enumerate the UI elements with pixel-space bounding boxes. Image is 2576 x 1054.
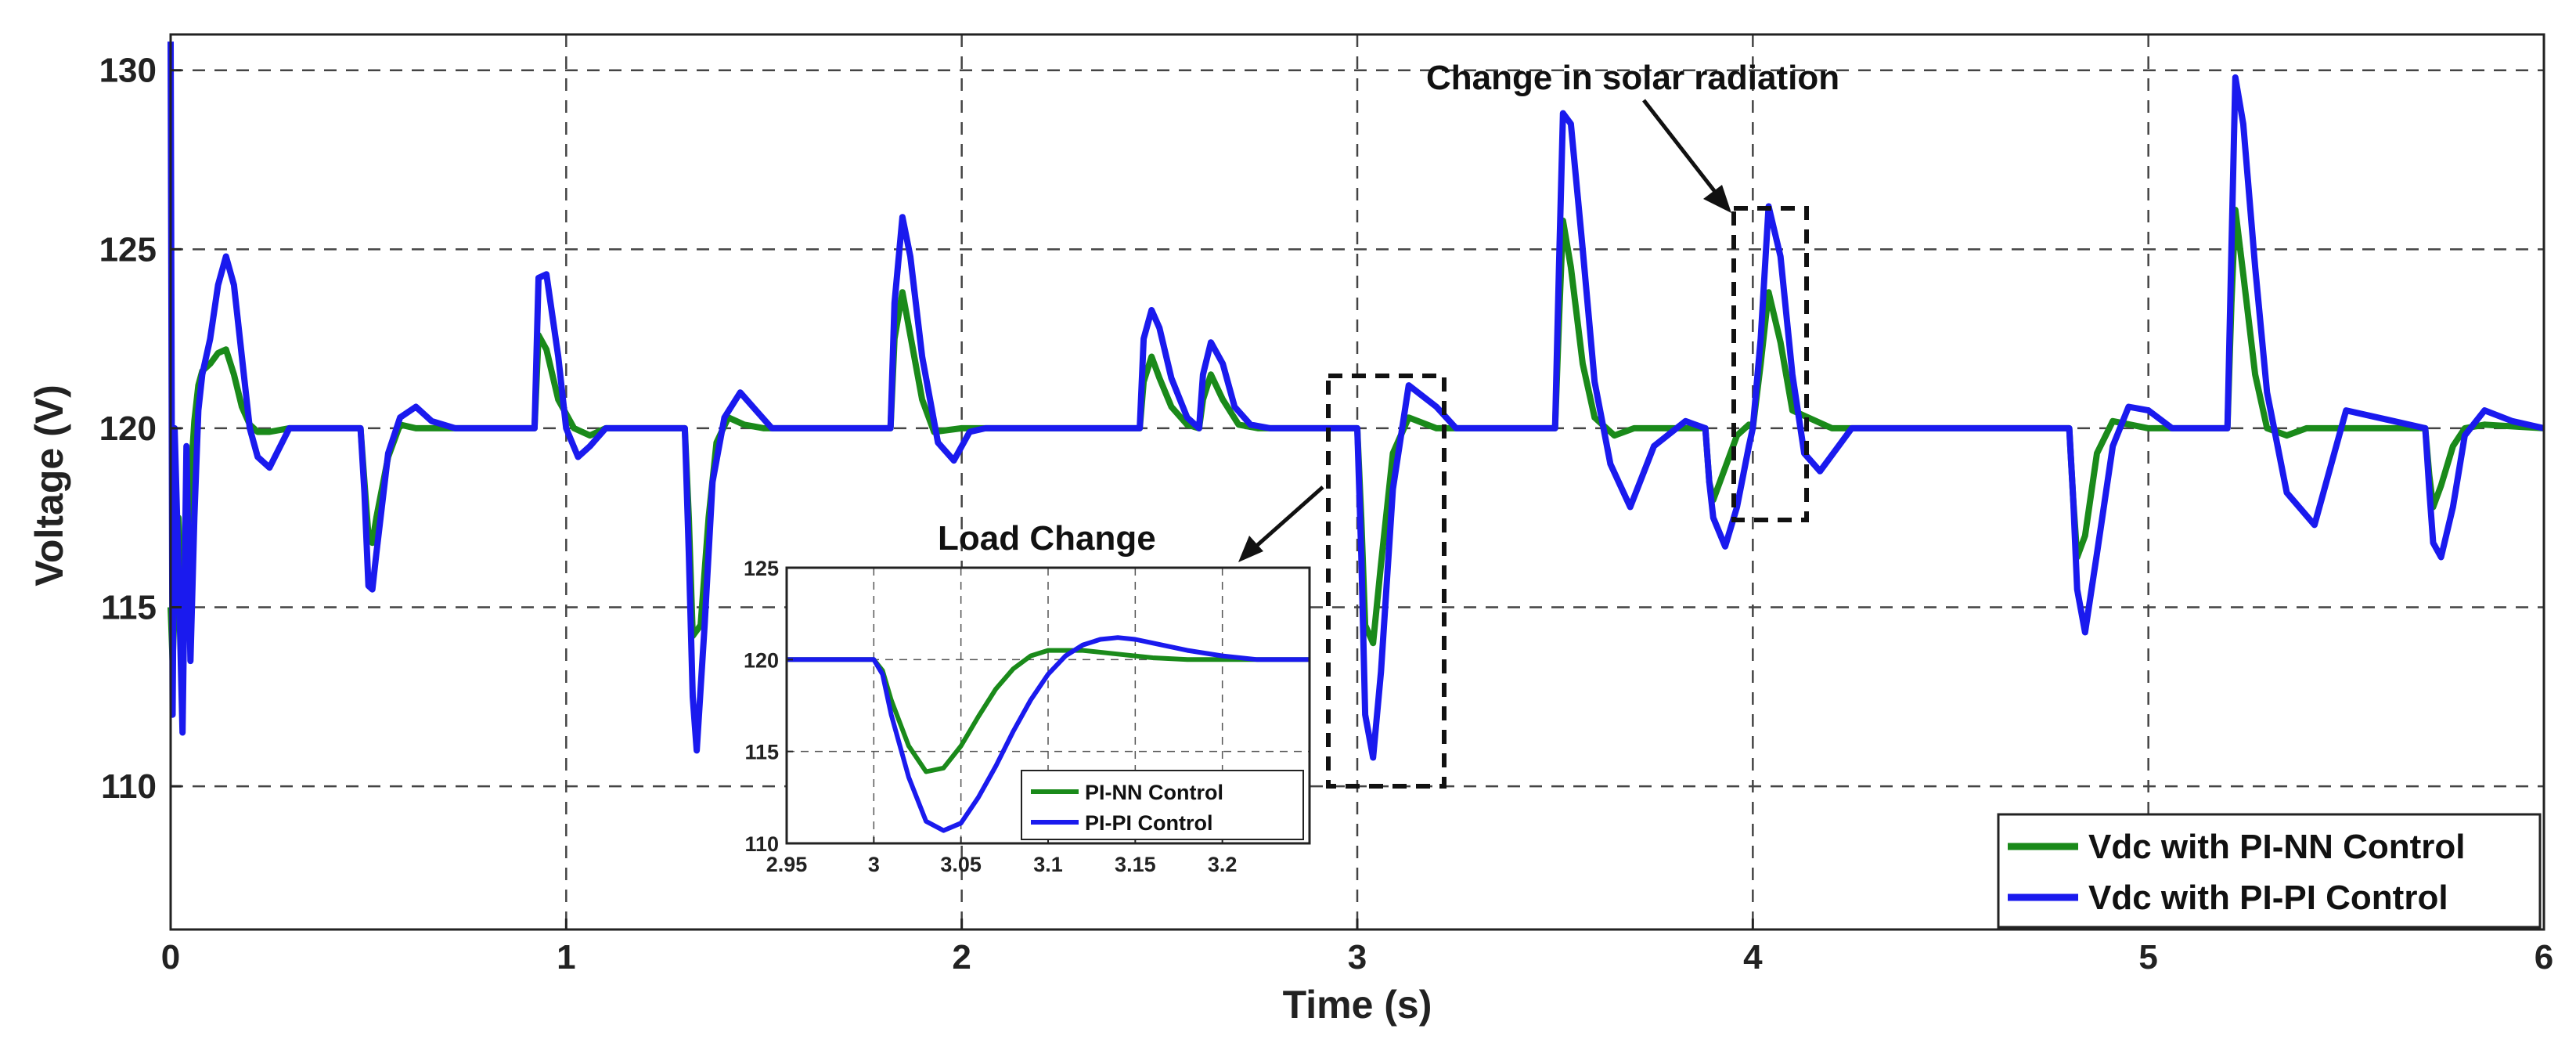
y-axis-label: Voltage (V) [27,384,71,586]
y-tick-label: 125 [99,230,157,269]
inset-x-tick-label: 3 [868,853,880,876]
annotation-load-change: Load Change [938,519,1156,558]
x-tick-label: 5 [2138,938,2157,976]
inset-legend: PI-NN Control PI-PI Control [1021,770,1304,840]
x-tick-label: 4 [1743,938,1763,976]
main-legend-label-pinn: Vdc with PI-NN Control [2088,828,2466,866]
solar-change-highlight-box [1731,206,1809,522]
y-tick-label: 130 [99,52,157,90]
y-tick-label: 115 [101,589,157,627]
inset-x-tick-label: 3.2 [1208,853,1238,876]
annotation-solar-arrow [1642,99,1720,197]
main-series [168,42,2545,761]
annotation-solar-radiation: Change in solar radiation [1426,59,1839,97]
inset-x-tick-label: 2.95 [766,853,808,876]
load-change-highlight-box [1326,374,1447,789]
inset-x-tick-label: 3.05 [940,853,982,876]
inset-y-tick-label: 120 [744,648,779,672]
annotation-load-arrow [1252,485,1324,550]
x-tick-label: 2 [952,938,971,976]
x-tick-label: 0 [161,938,180,976]
inset-ticks: 2.95 3 3.05 3.1 3.15 3.2 110 115 120 125 [744,557,1238,876]
inset-x-tick-label: 3.15 [1115,853,1156,876]
series-line-vdc-with-pi-pi-control [168,42,2545,761]
main-legend: Vdc with PI-NN Control Vdc with PI-PI Co… [1997,813,2542,929]
x-tick-label: 1 [557,938,575,976]
x-tick-label: 3 [1348,938,1367,976]
inset-chart: 2.95 3 3.05 3.1 3.15 3.2 110 115 120 125 PI-NN Co… [744,557,1311,876]
inset-y-tick-label: 110 [744,832,779,856]
inset-series-line-pi-pi-control [787,635,1310,833]
inset-legend-label-pinn: PI-NN Control [1085,781,1223,804]
inset-legend-label-pipi: PI-PI Control [1085,811,1213,835]
inset-legend-box [1021,770,1304,840]
x-tick-label: 6 [2535,938,2553,976]
main-ticks: 0 1 2 3 4 5 6 110 115 120 125 130 [99,52,2554,976]
inset-series-line-pi-nn-control [787,648,1310,774]
main-legend-box [1997,813,2542,929]
inset-y-tick-label: 125 [744,557,779,580]
y-tick-label: 110 [101,767,157,806]
inset-x-tick-label: 3.1 [1033,853,1063,876]
x-axis-label: Time (s) [1283,983,1432,1027]
annotation-load-arrowhead [1238,536,1263,562]
inset-series [787,635,1310,833]
inset-y-tick-label: 115 [744,741,779,764]
annotation-solar-arrowhead [1703,185,1731,213]
y-tick-label: 120 [99,410,157,448]
main-legend-label-pipi: Vdc with PI-PI Control [2088,879,2448,917]
